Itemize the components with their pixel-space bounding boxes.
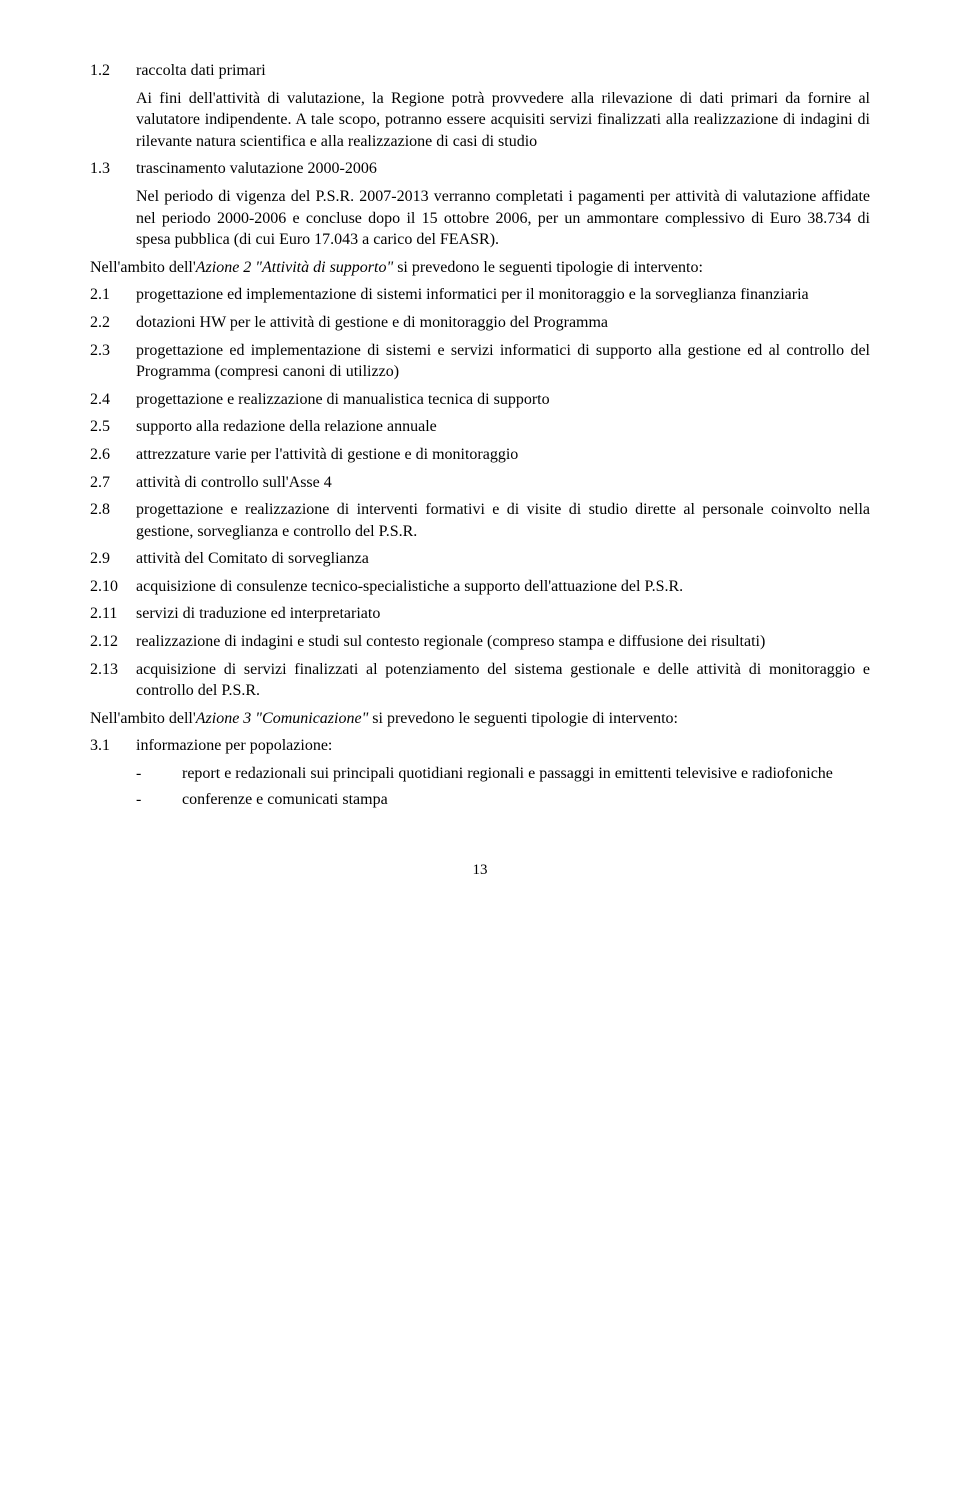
list-item: 2.12 realizzazione di indagini e studi s… [90,631,870,653]
item-text: dotazioni HW per le attività di gestione… [136,312,870,334]
list-item: 2.9 attività del Comitato di sorveglianz… [90,548,870,570]
item-number: 2.5 [90,416,136,438]
list-item: 2.8 progettazione e realizzazione di int… [90,499,870,542]
item-text: progettazione ed implementazione di sist… [136,340,870,383]
item-number: 2.4 [90,389,136,411]
intro-text: si prevedono le seguenti tipologie di in… [393,259,703,276]
item-number: 2.9 [90,548,136,570]
item-number: 2.13 [90,659,136,702]
item-number: 2.3 [90,340,136,383]
intro-text: si prevedono le seguenti tipologie di in… [368,710,678,727]
item-text: servizi di traduzione ed interpretariato [136,603,870,625]
list-item: 1.3 trascinamento valutazione 2000-2006 [90,158,870,180]
bullet-item: - report e redazionali sui principali qu… [136,763,870,785]
item-text: acquisizione di servizi finalizzati al p… [136,659,870,702]
item-text: attrezzature varie per l'attività di ges… [136,444,870,466]
nested-paragraph: Ai fini dell'attività di valutazione, la… [90,88,870,153]
bullet-item: - conferenze e comunicati stampa [136,789,870,811]
bullet-text: conferenze e comunicati stampa [182,789,870,811]
intro-text: Nell'ambito dell' [90,710,196,727]
item-text: attività del Comitato di sorveglianza [136,548,870,570]
item-number: 1.3 [90,158,136,180]
list-item: 2.7 attività di controllo sull'Asse 4 [90,472,870,494]
list-item: 1.2 raccolta dati primari [90,60,870,82]
item-text: progettazione ed implementazione di sist… [136,284,870,306]
item-text: acquisizione di consulenze tecnico-speci… [136,576,870,598]
list-item: 2.4 progettazione e realizzazione di man… [90,389,870,411]
item-text: trascinamento valutazione 2000-2006 [136,158,870,180]
item-number: 2.11 [90,603,136,625]
list-item: 2.10 acquisizione di consulenze tecnico-… [90,576,870,598]
list-item: 2.11 servizi di traduzione ed interpreta… [90,603,870,625]
item-number: 2.6 [90,444,136,466]
item-text: informazione per popolazione: [136,735,870,757]
nested-paragraph: Nel periodo di vigenza del P.S.R. 2007-2… [90,186,870,251]
bullet-text: report e redazionali sui principali quot… [182,763,870,785]
item-text: progettazione e realizzazione di interve… [136,499,870,542]
item-number: 2.7 [90,472,136,494]
item-number: 2.8 [90,499,136,542]
list-item: 2.2 dotazioni HW per le attività di gest… [90,312,870,334]
list-item: 2.5 supporto alla redazione della relazi… [90,416,870,438]
page-number: 13 [90,860,870,880]
item-number: 3.1 [90,735,136,757]
list-item: 2.6 attrezzature varie per l'attività di… [90,444,870,466]
list-item: 2.1 progettazione ed implementazione di … [90,284,870,306]
list-item: 2.3 progettazione ed implementazione di … [90,340,870,383]
item-number: 2.1 [90,284,136,306]
item-text: attività di controllo sull'Asse 4 [136,472,870,494]
list-item: 3.1 informazione per popolazione: [90,735,870,757]
section-intro: Nell'ambito dell'Azione 3 "Comunicazione… [90,708,870,730]
intro-text: Nell'ambito dell' [90,259,196,276]
list-item: 2.13 acquisizione di servizi finalizzati… [90,659,870,702]
item-number: 2.12 [90,631,136,653]
item-text: supporto alla redazione della relazione … [136,416,870,438]
bullet-dash: - [136,763,182,785]
item-text: raccolta dati primari [136,60,870,82]
item-text: realizzazione di indagini e studi sul co… [136,631,870,653]
item-number: 2.10 [90,576,136,598]
intro-emphasis: Azione 2 "Attività di supporto" [196,259,393,276]
item-text: progettazione e realizzazione di manuali… [136,389,870,411]
bullet-dash: - [136,789,182,811]
section-intro: Nell'ambito dell'Azione 2 "Attività di s… [90,257,870,279]
item-number: 2.2 [90,312,136,334]
item-number: 1.2 [90,60,136,82]
intro-emphasis: Azione 3 "Comunicazione" [196,710,369,727]
